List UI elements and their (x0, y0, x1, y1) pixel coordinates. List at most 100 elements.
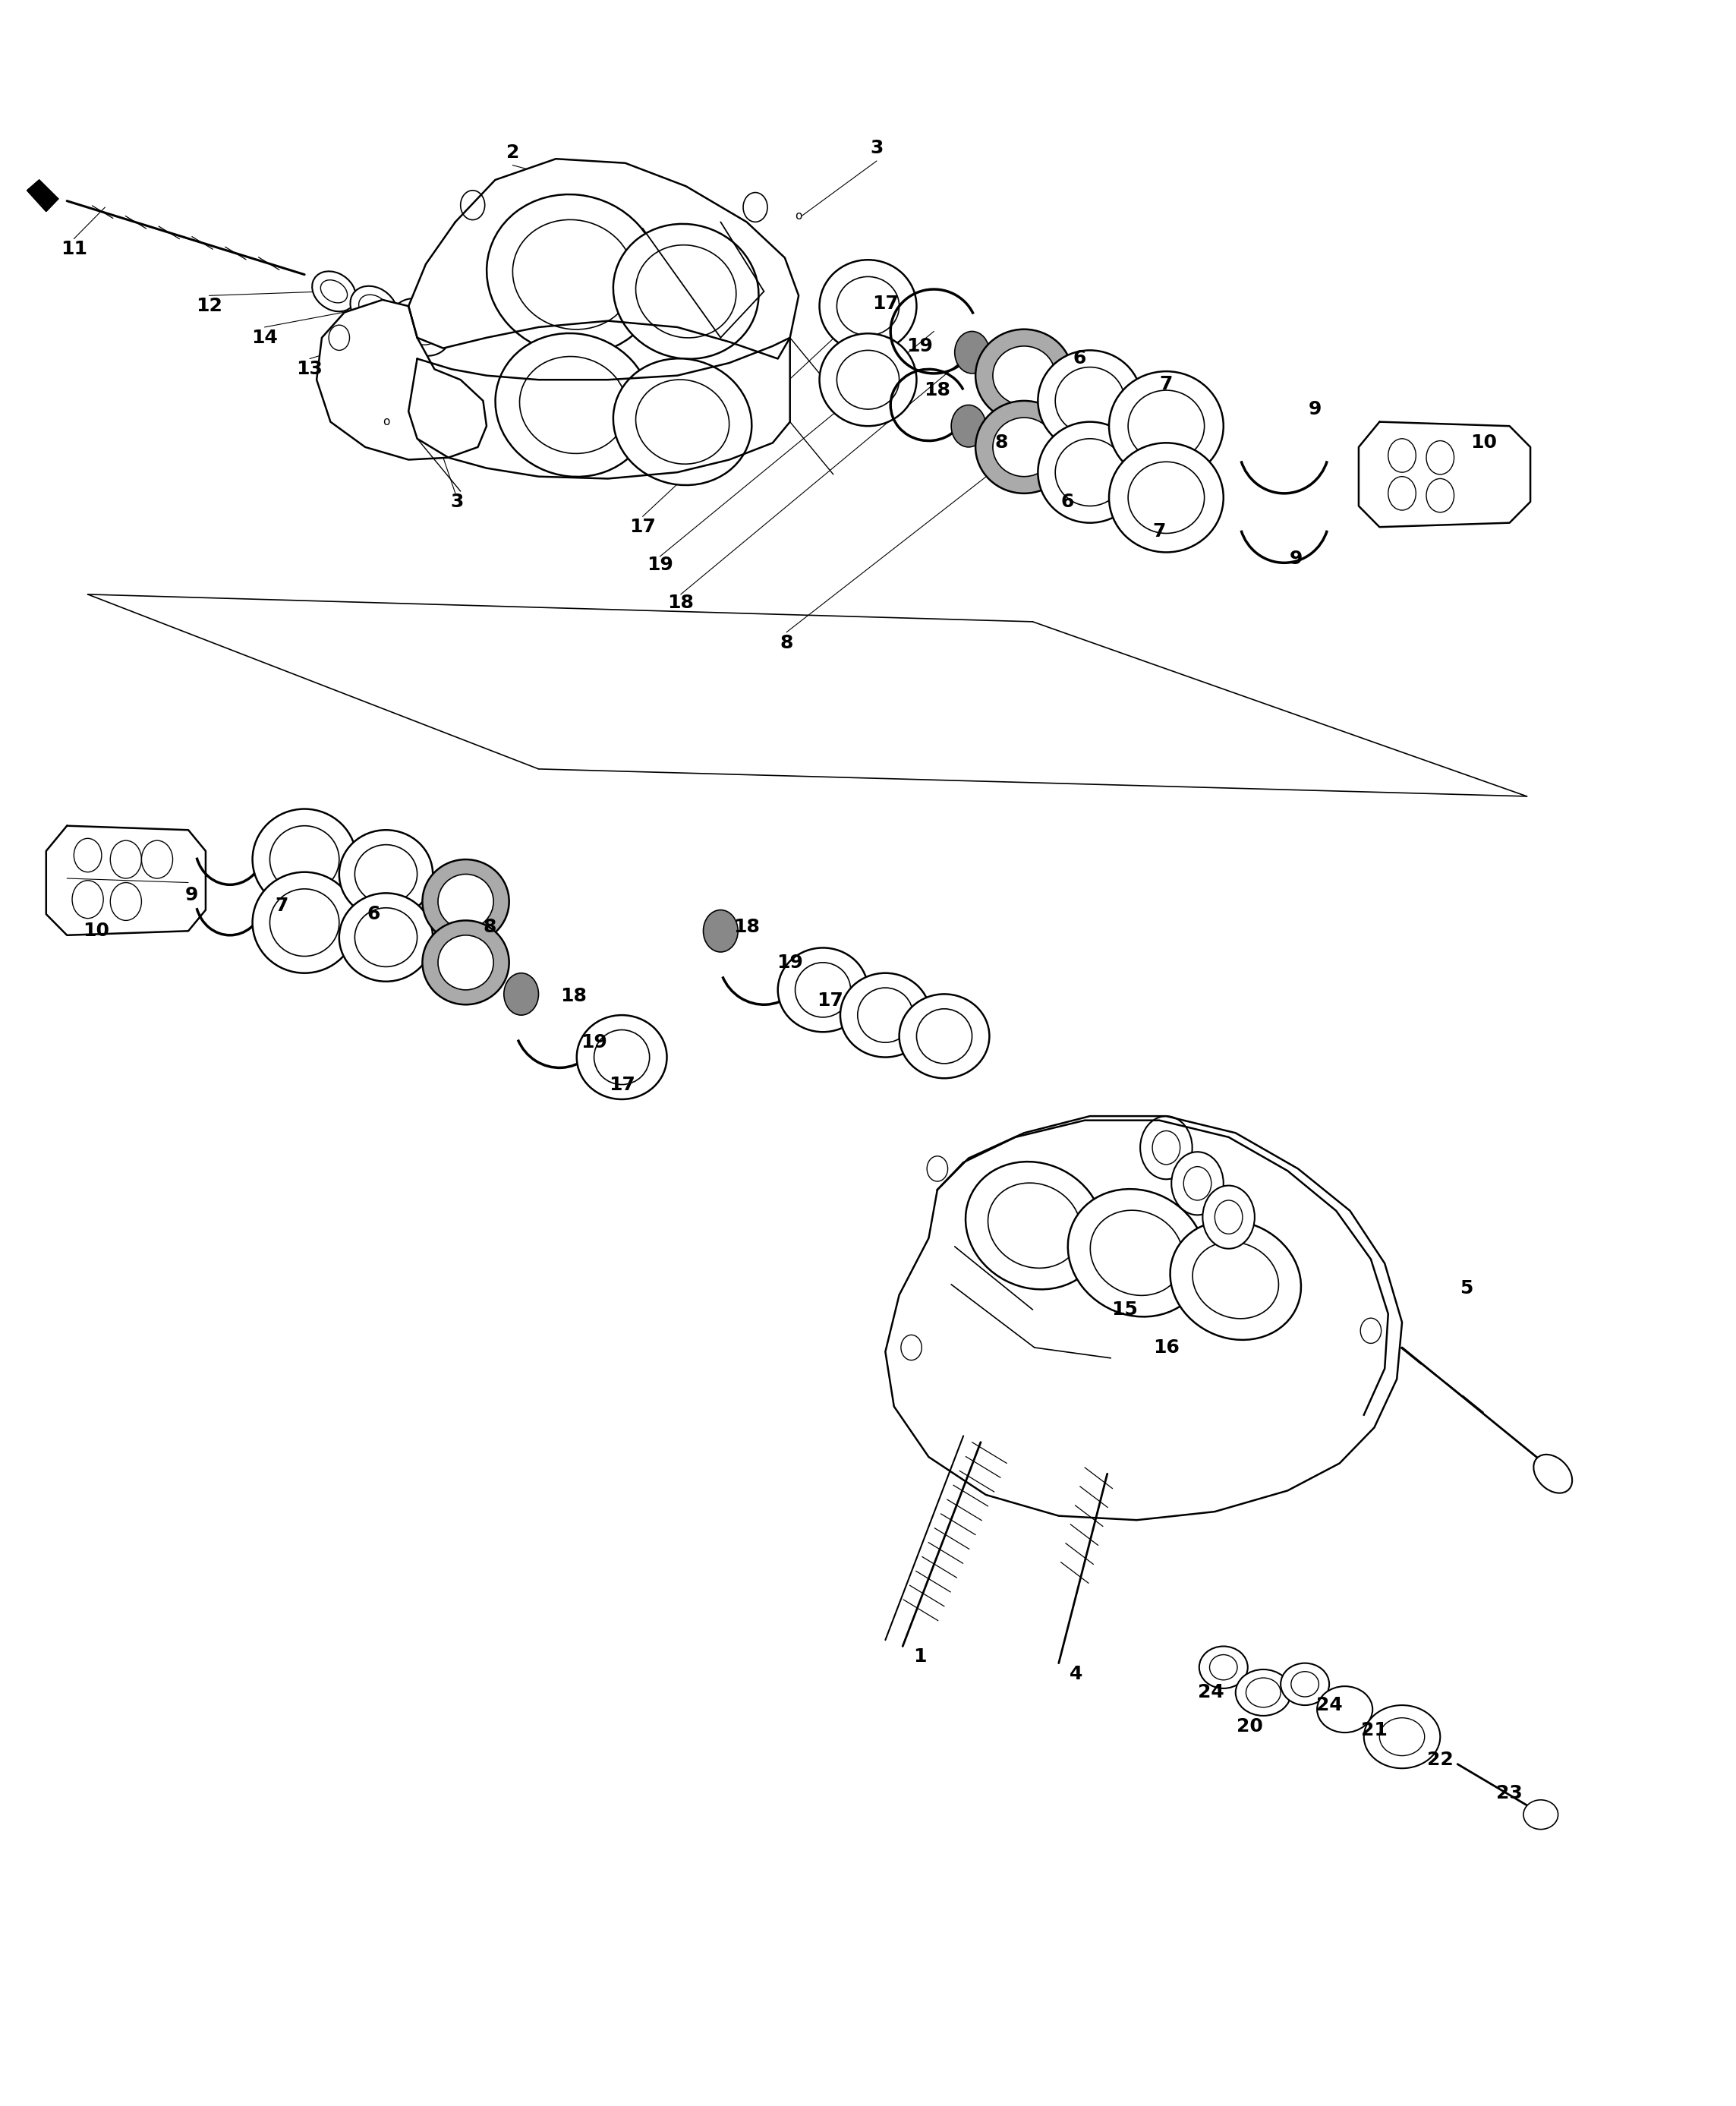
Text: 4: 4 (1069, 1664, 1083, 1683)
Text: 24: 24 (1316, 1695, 1342, 1714)
Ellipse shape (437, 935, 493, 990)
Text: 18: 18 (733, 918, 760, 935)
Circle shape (703, 910, 738, 952)
Ellipse shape (576, 1015, 667, 1099)
Circle shape (460, 190, 484, 219)
Ellipse shape (1236, 1670, 1292, 1716)
Text: 18: 18 (561, 988, 587, 1005)
Circle shape (1172, 1152, 1224, 1215)
Text: 19: 19 (906, 337, 934, 356)
Ellipse shape (486, 194, 660, 354)
Polygon shape (47, 826, 205, 935)
Ellipse shape (1364, 1706, 1441, 1769)
Text: 17: 17 (630, 518, 656, 537)
Text: 7: 7 (1153, 522, 1167, 541)
Ellipse shape (1038, 421, 1142, 522)
Ellipse shape (252, 809, 356, 910)
Text: 24: 24 (1198, 1683, 1224, 1702)
Text: 5: 5 (1460, 1280, 1472, 1297)
Ellipse shape (312, 272, 356, 312)
Text: 22: 22 (1427, 1750, 1453, 1769)
Text: 3: 3 (450, 493, 464, 512)
Text: 8: 8 (483, 918, 496, 935)
Circle shape (951, 404, 986, 446)
Ellipse shape (339, 830, 432, 918)
Ellipse shape (422, 920, 509, 1005)
Text: 16: 16 (1153, 1339, 1179, 1356)
Polygon shape (28, 179, 59, 211)
Circle shape (955, 331, 990, 373)
Text: 17: 17 (871, 295, 899, 314)
Text: 13: 13 (297, 360, 323, 379)
Text: 21: 21 (1361, 1721, 1387, 1740)
Text: 7: 7 (1160, 375, 1174, 394)
Text: 8: 8 (779, 634, 793, 653)
Ellipse shape (1109, 442, 1224, 552)
Ellipse shape (1281, 1664, 1330, 1706)
Ellipse shape (422, 859, 509, 943)
Ellipse shape (965, 1163, 1104, 1289)
Ellipse shape (819, 259, 917, 352)
Polygon shape (408, 337, 790, 478)
Text: 19: 19 (582, 1034, 608, 1051)
Text: 23: 23 (1496, 1784, 1522, 1803)
Text: 8: 8 (995, 434, 1009, 453)
Ellipse shape (1068, 1190, 1205, 1316)
Text: 14: 14 (252, 329, 278, 347)
Polygon shape (408, 158, 799, 358)
Text: o: o (795, 211, 802, 221)
Circle shape (743, 192, 767, 221)
Ellipse shape (1318, 1687, 1373, 1733)
Ellipse shape (976, 329, 1073, 421)
Ellipse shape (252, 872, 356, 973)
Text: 6: 6 (1061, 493, 1075, 512)
Ellipse shape (993, 345, 1055, 404)
Circle shape (1141, 1116, 1193, 1179)
Text: 18: 18 (668, 594, 694, 613)
Ellipse shape (819, 333, 917, 425)
Polygon shape (885, 1116, 1403, 1521)
Ellipse shape (1200, 1647, 1248, 1689)
Text: 17: 17 (609, 1076, 635, 1093)
Text: 15: 15 (1111, 1302, 1137, 1318)
Ellipse shape (391, 299, 451, 356)
Circle shape (328, 324, 349, 350)
Text: 11: 11 (61, 240, 87, 259)
Ellipse shape (899, 994, 990, 1078)
Ellipse shape (1109, 371, 1224, 480)
Text: 9: 9 (186, 887, 198, 903)
Text: 12: 12 (196, 297, 222, 316)
Circle shape (503, 973, 538, 1015)
Text: 20: 20 (1236, 1716, 1262, 1735)
Ellipse shape (613, 358, 752, 484)
Ellipse shape (613, 223, 759, 358)
Ellipse shape (840, 973, 930, 1057)
Text: 10: 10 (1470, 434, 1496, 453)
Text: 9: 9 (1290, 550, 1302, 569)
Text: 3: 3 (870, 139, 884, 158)
Text: 10: 10 (83, 922, 109, 939)
Polygon shape (316, 299, 486, 459)
Polygon shape (1359, 421, 1531, 526)
Ellipse shape (437, 874, 493, 929)
Circle shape (1203, 1186, 1255, 1249)
Ellipse shape (1533, 1455, 1573, 1493)
Ellipse shape (339, 893, 432, 981)
Text: 7: 7 (276, 897, 288, 914)
Text: 17: 17 (816, 992, 844, 1009)
Ellipse shape (495, 333, 651, 476)
Ellipse shape (1524, 1801, 1559, 1830)
Text: 19: 19 (776, 954, 804, 971)
Text: 1: 1 (913, 1647, 927, 1666)
Text: o: o (382, 417, 389, 428)
Ellipse shape (351, 286, 398, 331)
Text: 6: 6 (368, 906, 380, 922)
Text: 19: 19 (648, 556, 674, 575)
Text: 18: 18 (924, 381, 951, 400)
Ellipse shape (1170, 1221, 1300, 1339)
Ellipse shape (976, 400, 1073, 493)
Text: 6: 6 (1073, 350, 1087, 369)
Text: 2: 2 (505, 143, 519, 162)
Ellipse shape (778, 948, 868, 1032)
Ellipse shape (1038, 350, 1142, 451)
